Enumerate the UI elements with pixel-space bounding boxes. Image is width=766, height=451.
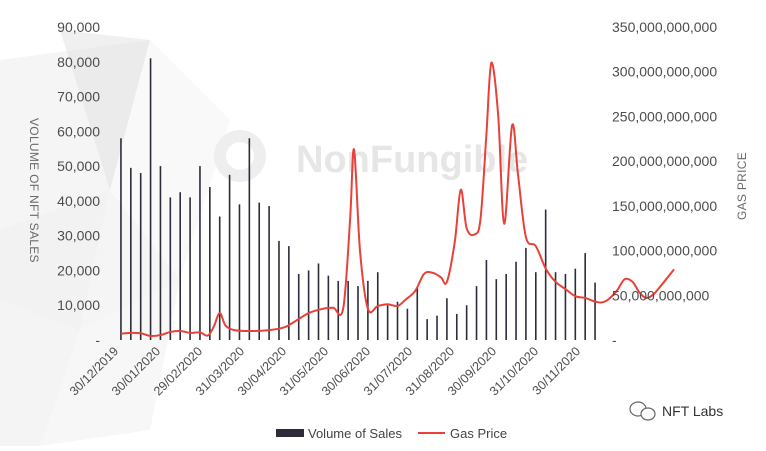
watermark: NonFungible xyxy=(214,130,528,182)
right-tick-label: 150,000,000,000 xyxy=(612,198,717,214)
gas-price-line xyxy=(120,61,675,338)
right-tick-label: 300,000,000,000 xyxy=(612,64,717,80)
left-tick-label: 80,000 xyxy=(57,54,100,70)
left-tick-label: 30,000 xyxy=(57,228,100,244)
volume-bar xyxy=(130,167,132,340)
left-tick-label: 10,000 xyxy=(57,297,100,313)
volume-bar xyxy=(446,298,448,340)
volume-bar xyxy=(209,186,211,340)
left-tick-label: 40,000 xyxy=(57,193,100,209)
right-axis-ticks: - 50,000,000,000 100,000,000,000 150,000,00… xyxy=(612,19,717,348)
legend-swatch-volume xyxy=(276,429,304,437)
left-axis-title: VOLUME OF NFT SALES xyxy=(27,118,41,263)
right-tick-label: 200,000,000,000 xyxy=(612,153,717,169)
volume-bar xyxy=(594,282,596,340)
left-axis-ticks: - 10,000 20,000 30,000 40,000 50,000 60,000 70,… xyxy=(57,19,100,348)
volume-bar xyxy=(426,319,428,340)
volume-bar xyxy=(544,209,547,340)
volume-bar xyxy=(495,279,498,340)
volume-bar xyxy=(120,138,122,340)
watermark-text: NonFungible xyxy=(296,139,528,181)
legend-label-gas-price: Gas Price xyxy=(450,426,507,441)
volume-bar xyxy=(248,138,251,340)
volume-bar xyxy=(337,280,340,340)
volume-bar xyxy=(179,192,181,340)
volume-bar xyxy=(436,315,438,340)
volume-bar xyxy=(317,263,320,340)
right-tick-label: 350,000,000,000 xyxy=(612,19,717,35)
legend: Volume of Sales Gas Price xyxy=(276,426,507,441)
volume-bar xyxy=(574,268,577,340)
volume-bar xyxy=(199,166,201,340)
volume-bar xyxy=(515,261,517,340)
volume-bar xyxy=(278,240,280,340)
volume-bar xyxy=(347,280,349,340)
volume-bar xyxy=(149,58,152,341)
right-axis-title: GAS PRICE xyxy=(735,152,749,220)
volume-bar xyxy=(564,273,567,340)
right-tick-label: 100,000,000,000 xyxy=(612,243,717,259)
volume-bar xyxy=(535,272,537,340)
gas-price-line-layer xyxy=(120,61,675,338)
left-tick-label: 90,000 xyxy=(57,19,100,35)
volume-bar xyxy=(189,197,191,340)
volume-bar xyxy=(525,247,527,340)
volume-bar xyxy=(288,246,290,340)
volume-bar xyxy=(485,260,488,340)
volume-bar xyxy=(584,253,586,340)
volume-bar xyxy=(169,197,172,340)
right-tick-label: - xyxy=(612,332,617,348)
wechat-icon xyxy=(629,401,656,421)
badge-text: NFT Labs xyxy=(662,403,723,419)
volume-bar xyxy=(554,272,557,340)
volume-bar xyxy=(218,216,221,340)
volume-bar xyxy=(297,273,300,340)
left-tick-label: - xyxy=(95,332,100,348)
volume-bar xyxy=(357,286,359,340)
nft-labs-badge: NFT Labs xyxy=(629,401,723,421)
right-tick-label: 250,000,000,000 xyxy=(612,108,717,124)
volume-bar xyxy=(406,308,409,340)
volume-bar xyxy=(416,287,419,340)
volume-bar xyxy=(307,270,310,340)
left-tick-label: 70,000 xyxy=(57,89,100,105)
volume-bar xyxy=(139,173,142,340)
volume-bars xyxy=(120,58,596,341)
volume-bar xyxy=(258,202,261,340)
volume-bar xyxy=(238,204,241,340)
left-tick-label: 60,000 xyxy=(57,123,100,139)
volume-bar xyxy=(159,166,162,340)
legend-label-volume: Volume of Sales xyxy=(308,426,402,441)
volume-bar xyxy=(386,305,389,340)
left-tick-label: 50,000 xyxy=(57,158,100,174)
volume-bar xyxy=(396,301,399,340)
volume-bar xyxy=(465,305,468,340)
volume-bar xyxy=(455,313,458,340)
volume-bar xyxy=(268,206,270,340)
volume-bar xyxy=(505,273,507,340)
right-tick-label: 50,000,000,000 xyxy=(612,287,710,303)
volume-bar xyxy=(228,174,231,340)
left-tick-label: 20,000 xyxy=(57,262,100,278)
volume-bar xyxy=(475,286,478,340)
